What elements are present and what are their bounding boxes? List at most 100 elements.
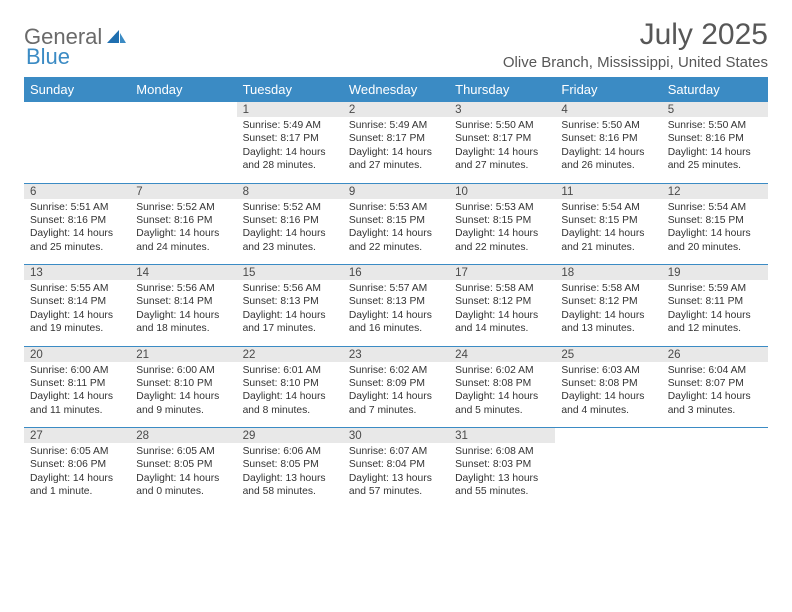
day-detail: Sunrise: 6:08 AM Sunset: 8:03 PM Daylight:… — [449, 443, 555, 509]
day-detail: Sunrise: 5:55 AMSunset: 8:14 PMDaylight:… — [24, 280, 130, 346]
daylight-line: Daylight: 14 hours and 7 minutes. — [349, 391, 432, 415]
day-header: Saturday — [662, 77, 768, 102]
sunrise-line: Sunrise: 5:49 AM — [243, 120, 321, 131]
day-number-row: 13141516171819 — [24, 265, 768, 280]
day-detail: Sunrise: 5:58 AMSunset: 8:12 PMDaylight:… — [449, 280, 555, 346]
sunset-line: Sunset: 8:07 PM — [668, 378, 744, 389]
sunrise-line: Sunrise: 6:05 AM — [30, 446, 108, 457]
sunrise-line: Sunrise: 6:01 AM — [243, 365, 321, 376]
day-detail: Sunrise: 5:56 AMSunset: 8:13 PMDaylight:… — [237, 280, 343, 346]
sunset-line: Sunset: 8:10 PM — [136, 378, 212, 389]
day-number: 15 — [237, 265, 343, 280]
day-number: 21 — [130, 347, 236, 362]
day-number: 22 — [237, 347, 343, 362]
empty-cell — [555, 443, 661, 509]
day-detail: Sunrise: 5:57 AMSunset: 8:13 PMDaylight:… — [343, 280, 449, 346]
day-number: 26 — [662, 347, 768, 362]
daylight-line: Daylight: 14 hours and 4 minutes. — [561, 391, 644, 415]
day-number: 27 — [24, 428, 130, 443]
day-number: 28 — [130, 428, 236, 443]
daylight-line: Daylight: 14 hours and 25 minutes. — [30, 228, 113, 252]
month-title: July 2025 — [503, 18, 768, 52]
daylight-line: Daylight: 14 hours and 27 minutes. — [455, 147, 538, 171]
daylight-line: Daylight: 14 hours and 14 minutes. — [455, 310, 538, 334]
sunrise-line: Sunrise: 5:58 AM — [455, 283, 533, 294]
empty-cell — [24, 102, 130, 117]
sunrise-line: Sunrise: 5:56 AM — [243, 283, 321, 294]
day-number: 2 — [343, 102, 449, 117]
day-detail-row: Sunrise: 5:55 AM Sunset: 8:14 PM Daylight:… — [24, 280, 768, 346]
day-number: 20 — [24, 347, 130, 362]
sunrise-line: Sunrise: 6:03 AM — [561, 365, 639, 376]
sunset-line: Sunset: 8:16 PM — [243, 215, 319, 226]
sunrise-line: Sunrise: 5:57 AM — [349, 283, 427, 294]
sunset-line: Sunset: 8:03 PM — [455, 459, 531, 470]
sunset-line: Sunset: 8:16 PM — [30, 215, 106, 226]
day-number: 19 — [662, 265, 768, 280]
day-detail-row: Sunrise: 6:00 AM Sunset: 8:11 PM Daylight:… — [24, 362, 768, 428]
sunrise-line: Sunrise: 5:50 AM — [455, 120, 533, 131]
day-detail: Sunrise: 6:02 AMSunset: 8:09 PMDaylight:… — [343, 362, 449, 428]
sunset-line: Sunset: 8:15 PM — [668, 215, 744, 226]
day-detail: Sunrise: 6:02 AMSunset: 8:08 PMDaylight:… — [449, 362, 555, 428]
day-detail: Sunrise: 5:49 AMSunset: 8:17 PMDaylight:… — [343, 117, 449, 183]
daylight-line: Daylight: 14 hours and 23 minutes. — [243, 228, 326, 252]
daylight-line: Daylight: 14 hours and 8 minutes. — [243, 391, 326, 415]
sunrise-line: Sunrise: 6:07 AM — [349, 446, 427, 457]
day-number: 17 — [449, 265, 555, 280]
daylight-line: Daylight: 14 hours and 26 minutes. — [561, 147, 644, 171]
sunrise-line: Sunrise: 6:08 AM — [455, 446, 533, 457]
daylight-line: Daylight: 14 hours and 12 minutes. — [668, 310, 751, 334]
day-number: 18 — [555, 265, 661, 280]
daylight-line: Daylight: 14 hours and 20 minutes. — [668, 228, 751, 252]
sunrise-line: Sunrise: 6:00 AM — [30, 365, 108, 376]
sunset-line: Sunset: 8:14 PM — [136, 296, 212, 307]
day-number: 14 — [130, 265, 236, 280]
day-detail: Sunrise: 5:50 AM Sunset: 8:17 PM Daylight:… — [449, 117, 555, 183]
daylight-line: Daylight: 14 hours and 16 minutes. — [349, 310, 432, 334]
empty-cell — [662, 428, 768, 443]
daylight-line: Daylight: 14 hours and 28 minutes. — [243, 147, 326, 171]
sunrise-line: Sunrise: 5:52 AM — [136, 202, 214, 213]
day-detail: Sunrise: 6:07 AMSunset: 8:04 PMDaylight:… — [343, 443, 449, 509]
day-detail: Sunrise: 6:03 AMSunset: 8:08 PMDaylight:… — [555, 362, 661, 428]
sunrise-line: Sunrise: 5:53 AM — [455, 202, 533, 213]
day-detail: Sunrise: 6:01 AM Sunset: 8:10 PM Daylight:… — [237, 362, 343, 428]
daylight-line: Daylight: 14 hours and 5 minutes. — [455, 391, 538, 415]
day-detail: Sunrise: 5:58 AMSunset: 8:12 PMDaylight:… — [555, 280, 661, 346]
daylight-line: Daylight: 14 hours and 22 minutes. — [455, 228, 538, 252]
day-number: 7 — [130, 184, 236, 199]
daylight-line: Daylight: 14 hours and 19 minutes. — [30, 310, 113, 334]
daylight-line: Daylight: 13 hours and 55 minutes. — [455, 473, 538, 497]
day-detail: Sunrise: 6:04 AMSunset: 8:07 PMDaylight:… — [662, 362, 768, 428]
sunrise-line: Sunrise: 5:52 AM — [243, 202, 321, 213]
sunset-line: Sunset: 8:15 PM — [349, 215, 425, 226]
daylight-line: Daylight: 14 hours and 1 minute. — [30, 473, 113, 497]
sunset-line: Sunset: 8:17 PM — [455, 133, 531, 144]
sunrise-line: Sunrise: 6:06 AM — [243, 446, 321, 457]
sunset-line: Sunset: 8:13 PM — [243, 296, 319, 307]
day-number: 23 — [343, 347, 449, 362]
sunrise-line: Sunrise: 5:55 AM — [30, 283, 108, 294]
day-detail: Sunrise: 5:52 AMSunset: 8:16 PMDaylight:… — [130, 199, 236, 265]
day-number: 8 — [237, 184, 343, 199]
sunset-line: Sunset: 8:11 PM — [30, 378, 105, 389]
day-number: 31 — [449, 428, 555, 443]
empty-cell — [662, 443, 768, 509]
location: Olive Branch, Mississippi, United States — [503, 54, 768, 71]
logo-text-2: Blue — [26, 44, 70, 70]
day-number: 10 — [449, 184, 555, 199]
sunset-line: Sunset: 8:16 PM — [668, 133, 744, 144]
day-number: 16 — [343, 265, 449, 280]
day-detail: Sunrise: 5:59 AMSunset: 8:11 PMDaylight:… — [662, 280, 768, 346]
sunrise-line: Sunrise: 5:51 AM — [30, 202, 108, 213]
day-detail: Sunrise: 6:00 AMSunset: 8:10 PMDaylight:… — [130, 362, 236, 428]
sunrise-line: Sunrise: 6:04 AM — [668, 365, 746, 376]
day-header: Thursday — [449, 77, 555, 102]
day-number: 5 — [662, 102, 768, 117]
sunset-line: Sunset: 8:10 PM — [243, 378, 319, 389]
day-number: 4 — [555, 102, 661, 117]
daylight-line: Daylight: 14 hours and 11 minutes. — [30, 391, 113, 415]
sunrise-line: Sunrise: 5:59 AM — [668, 283, 746, 294]
calendar-table: Sunday Monday Tuesday Wednesday Thursday… — [24, 77, 768, 509]
